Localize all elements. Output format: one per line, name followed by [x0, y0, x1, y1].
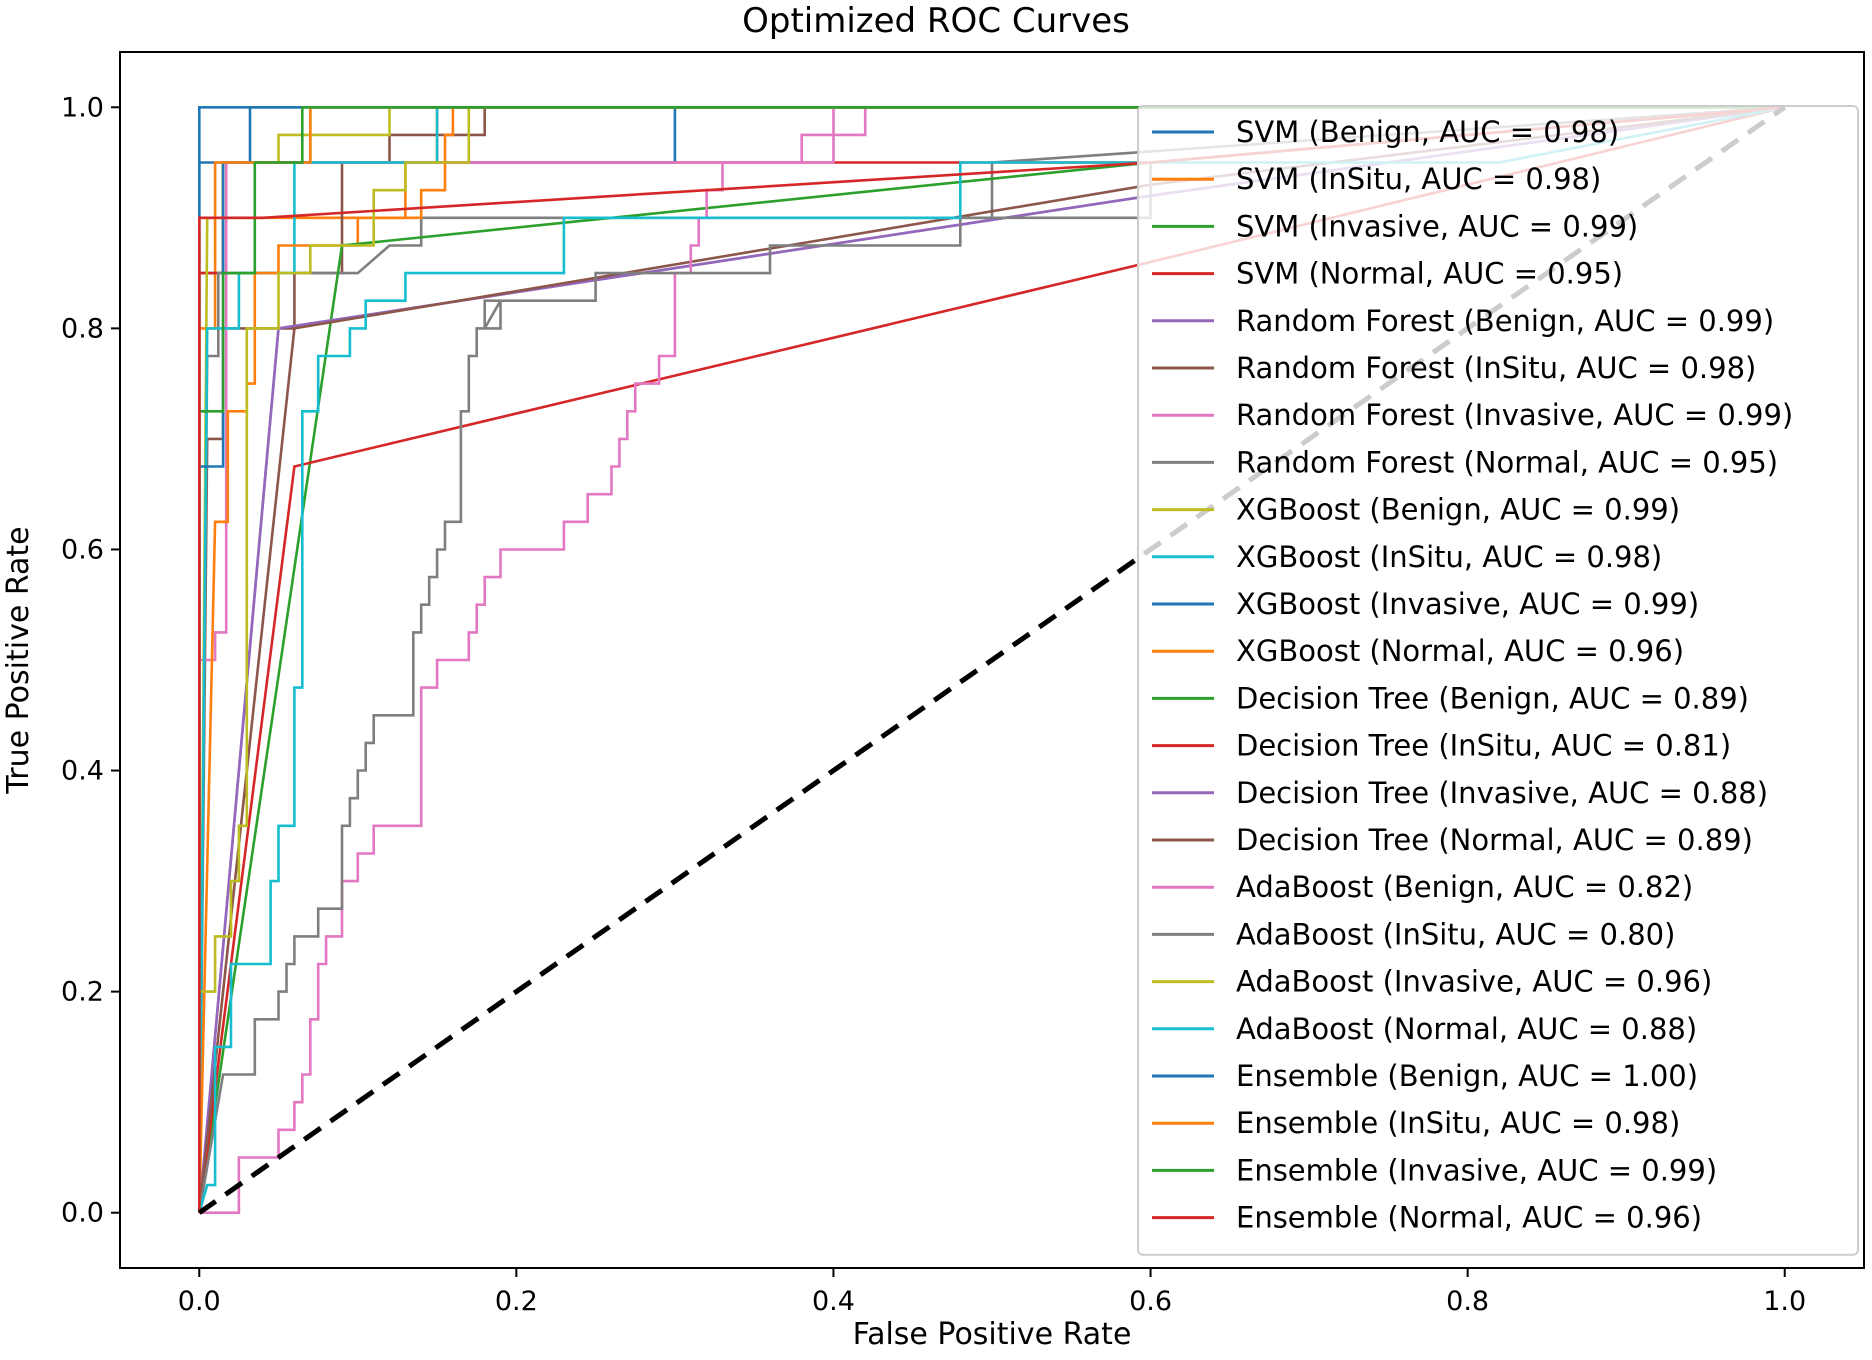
y-tick-label: 0.4: [61, 756, 104, 787]
roc-curve-20: [198, 106, 1785, 1214]
plot-frame: [119, 51, 1865, 1269]
legend-label: Random Forest (Normal, AUC = 0.95): [1236, 445, 1778, 479]
legend-label: SVM (Invasive, AUC = 0.99): [1236, 209, 1638, 243]
chart-title: Optimized ROC Curves: [742, 1, 1130, 41]
legend-label: AdaBoost (InSitu, AUC = 0.80): [1236, 917, 1675, 951]
legend-box: [1137, 105, 1859, 1256]
legend-label: XGBoost (InSitu, AUC = 0.98): [1236, 540, 1662, 574]
legend-label: XGBoost (Benign, AUC = 0.99): [1236, 493, 1680, 527]
y-tick-label: 0.2: [61, 977, 104, 1008]
y-tick-label: 0.8: [61, 313, 104, 344]
x-tick-label: 0.2: [495, 1286, 538, 1317]
legend-label: AdaBoost (Invasive, AUC = 0.96): [1236, 965, 1712, 999]
legend-label: Random Forest (Invasive, AUC = 0.99): [1236, 398, 1793, 432]
legend-label: Decision Tree (Benign, AUC = 0.89): [1236, 681, 1749, 715]
legend-label: AdaBoost (Benign, AUC = 0.82): [1236, 870, 1693, 904]
legend-label: XGBoost (Invasive, AUC = 0.99): [1236, 587, 1699, 621]
x-tick-label: 0.0: [178, 1286, 221, 1317]
legend-label: Ensemble (Invasive, AUC = 0.99): [1236, 1153, 1717, 1187]
legend-label: Random Forest (Benign, AUC = 0.99): [1236, 304, 1774, 338]
legend-label: SVM (Normal, AUC = 0.95): [1236, 257, 1623, 291]
x-tick-label: 1.0: [1763, 1286, 1806, 1317]
legend-label: SVM (Benign, AUC = 0.98): [1236, 115, 1619, 149]
y-tick-label: 1.0: [61, 92, 104, 123]
legend-label: Ensemble (Benign, AUC = 1.00): [1236, 1059, 1698, 1093]
legend-label: Random Forest (InSitu, AUC = 0.98): [1236, 351, 1756, 385]
x-tick-label: 0.6: [1129, 1286, 1172, 1317]
legend-label: Decision Tree (InSitu, AUC = 0.81): [1236, 729, 1731, 763]
roc-curve-17: [199, 106, 1785, 1214]
x-axis-label: False Positive Rate: [853, 1317, 1132, 1352]
roc-curve-12: [198, 106, 1785, 1213]
x-tick-label: 0.8: [1446, 1286, 1489, 1317]
legend-label: SVM (InSitu, AUC = 0.98): [1236, 162, 1601, 196]
legend-label: XGBoost (Normal, AUC = 0.96): [1236, 634, 1684, 668]
legend-label: Ensemble (Normal, AUC = 0.96): [1236, 1201, 1702, 1235]
roc-curve-19: [198, 106, 1785, 1213]
legend-label: Decision Tree (Invasive, AUC = 0.88): [1236, 776, 1768, 810]
x-tick-label: 0.4: [812, 1286, 855, 1317]
roc-curve-18: [198, 106, 1785, 1213]
y-axis-label: True Positive Rate: [1, 526, 36, 794]
legend-label: Ensemble (InSitu, AUC = 0.98): [1236, 1106, 1680, 1140]
roc-curve-23: [198, 106, 1785, 1213]
y-tick-label: 0.6: [61, 534, 104, 565]
legend-label: Decision Tree (Normal, AUC = 0.89): [1236, 823, 1753, 857]
y-tick-label: 0.0: [61, 1198, 104, 1229]
legend-label: AdaBoost (Normal, AUC = 0.88): [1236, 1012, 1697, 1046]
